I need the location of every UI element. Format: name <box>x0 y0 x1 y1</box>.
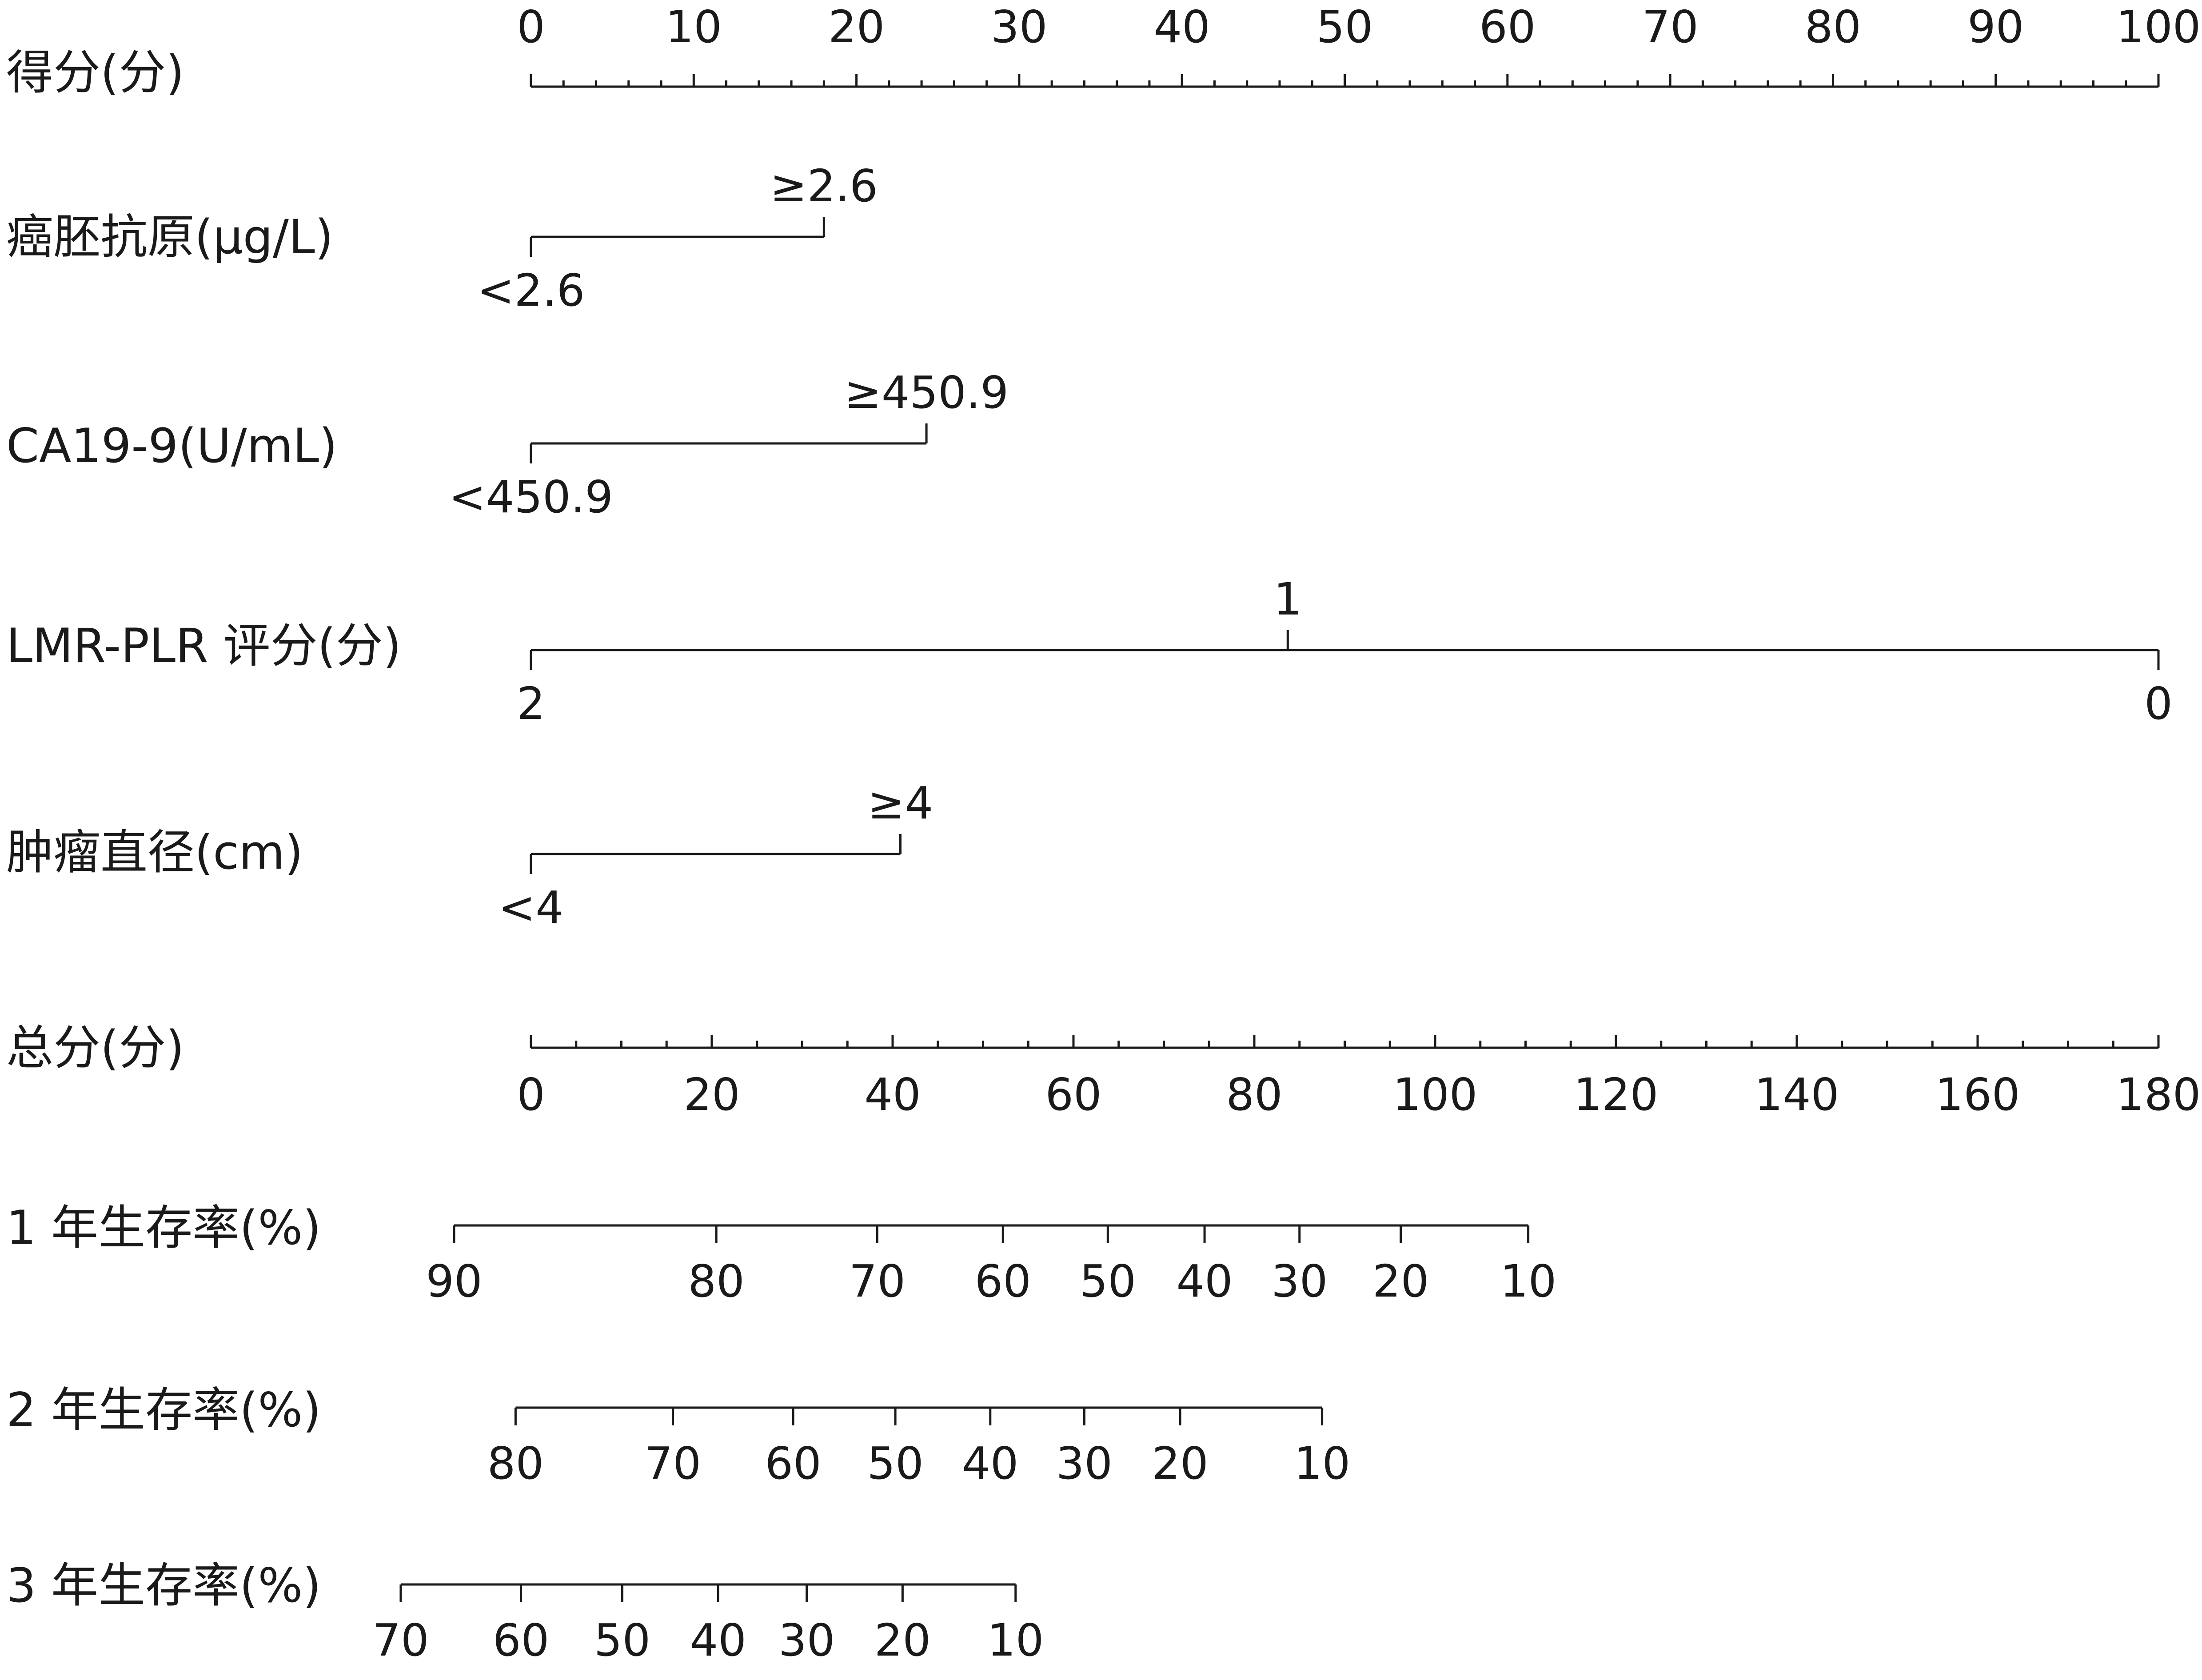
tick-label: 40 <box>864 1069 921 1121</box>
prob-label: 60 <box>493 1614 549 1666</box>
prob-label: 20 <box>874 1614 931 1666</box>
prob-label: 10 <box>1294 1437 1350 1489</box>
tick-label: 80 <box>1805 1 1861 53</box>
tick-label: 60 <box>1045 1069 1101 1121</box>
tick-label: 20 <box>828 1 885 53</box>
level-label: ≥2.6 <box>770 160 878 212</box>
row-label: 2 年生存率(%) <box>6 1383 321 1437</box>
tick-label: 70 <box>1642 1 1698 53</box>
tick-label: 0 <box>517 1 545 53</box>
nomogram-row-3: CA19-9(U/mL) <450.9 ≥450.9 <box>6 367 1009 523</box>
tick-label: 90 <box>1967 1 2024 53</box>
row-label: CA19-9(U/mL) <box>6 419 337 473</box>
level-label: <4 <box>498 882 563 934</box>
row-label: 肿瘤直径(cm) <box>6 825 303 880</box>
tick-label: 80 <box>1226 1069 1282 1121</box>
row-label: 得分(分) <box>6 45 184 100</box>
prob-label: 30 <box>1056 1437 1113 1489</box>
nomogram-row-7: 1 年生存率(%) 90 80 70 60 50 40 30 20 10 <box>6 1201 1556 1307</box>
prob-label: 80 <box>688 1255 745 1307</box>
prob-label: 60 <box>765 1437 822 1489</box>
tick-label: 100 <box>2116 1 2201 53</box>
level-label: 0 <box>2144 678 2173 730</box>
prob-label: 40 <box>690 1614 746 1666</box>
prob-label: 90 <box>426 1255 482 1307</box>
tick-label: 160 <box>1935 1069 2020 1121</box>
nomogram-row-1: 得分(分) 0 10 20 30 40 50 60 70 80 90 100 <box>6 1 2201 100</box>
nomogram-row-8: 2 年生存率(%) 80 70 60 50 40 30 20 10 <box>6 1383 1350 1489</box>
prob-label: 20 <box>1152 1437 1209 1489</box>
prob-label: 70 <box>849 1255 906 1307</box>
tick-label: 60 <box>1479 1 1536 53</box>
nomogram-row-4: LMR-PLR 评分(分) 2 1 0 <box>6 573 2173 730</box>
tick-label: 20 <box>683 1069 740 1121</box>
prob-label: 30 <box>1271 1255 1328 1307</box>
prob-label: 70 <box>372 1614 429 1666</box>
row-label: 3 年生存率(%) <box>6 1558 321 1613</box>
nomogram-rows: 得分(分)0 10 20 30 40 50 60 70 80 90 100癌胚抗原(μg/L)<2.… <box>6 1 2201 1666</box>
prob-label: 70 <box>645 1437 701 1489</box>
level-label: ≥4 <box>868 777 933 829</box>
prob-label: 50 <box>1080 1255 1136 1307</box>
level-label: 1 <box>1273 573 1302 625</box>
prob-label: 20 <box>1372 1255 1429 1307</box>
nomogram-row-6: 总分(分) 0 20 40 60 80 100 120 140 160 180 <box>6 1021 2201 1121</box>
level-label: 2 <box>517 678 545 730</box>
nomogram-row-2: 癌胚抗原(μg/L) <2.6 ≥2.6 <box>6 160 878 316</box>
tick-label: 50 <box>1316 1 1373 53</box>
level-label: <450.9 <box>449 471 613 523</box>
prob-label: 80 <box>487 1437 544 1489</box>
tick-label: 120 <box>1574 1069 1659 1121</box>
row-label: 1 年生存率(%) <box>6 1201 321 1255</box>
nomogram-row-5: 肿瘤直径(cm) <4 ≥4 <box>6 777 933 934</box>
level-label: <2.6 <box>477 264 585 316</box>
tick-label: 140 <box>1755 1069 1839 1121</box>
prob-label: 10 <box>1500 1255 1556 1307</box>
tick-label: 30 <box>991 1 1047 53</box>
tick-label: 10 <box>666 1 722 53</box>
level-label: ≥450.9 <box>844 367 1009 419</box>
prob-label: 50 <box>867 1437 923 1489</box>
prob-label: 60 <box>975 1255 1031 1307</box>
tick-label: 180 <box>2116 1069 2201 1121</box>
prob-label: 10 <box>987 1614 1044 1666</box>
nomogram-row-9: 3 年生存率(%) 70 60 50 40 30 20 10 <box>6 1558 1044 1666</box>
prob-label: 30 <box>778 1614 835 1666</box>
row-label: LMR-PLR 评分(分) <box>6 619 401 673</box>
tick-label: 40 <box>1154 1 1210 53</box>
row-label: 癌胚抗原(μg/L) <box>6 210 333 264</box>
tick-label: 0 <box>517 1069 545 1121</box>
prob-label: 40 <box>1176 1255 1233 1307</box>
tick-label: 100 <box>1393 1069 1478 1121</box>
prob-label: 40 <box>962 1437 1018 1489</box>
prob-label: 50 <box>594 1614 650 1666</box>
row-label: 总分(分) <box>6 1021 184 1075</box>
